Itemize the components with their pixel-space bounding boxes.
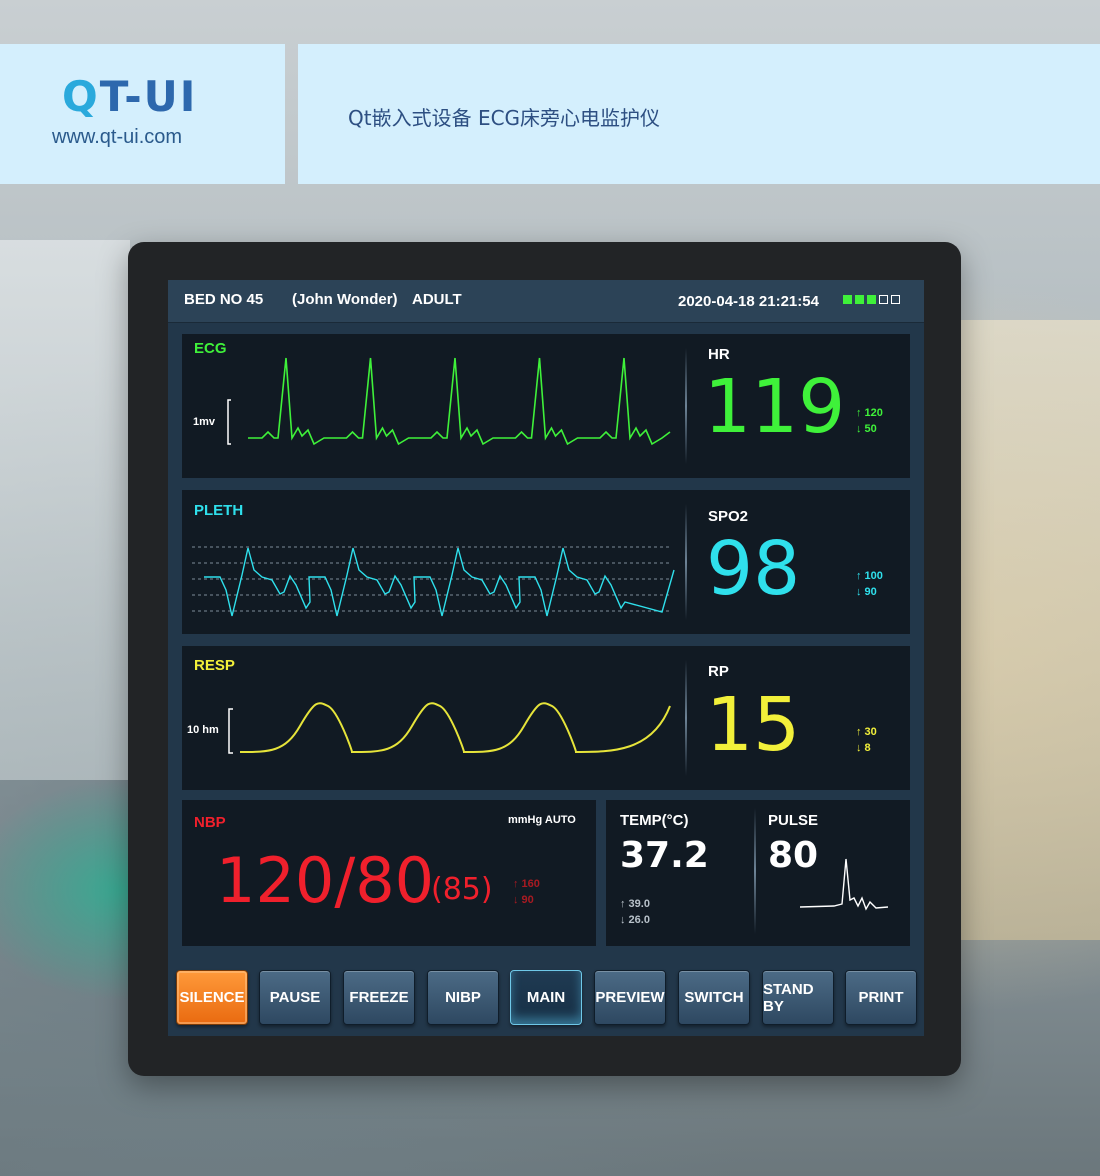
nbp-value: 120/80 bbox=[216, 844, 435, 917]
control-bar: SILENCE PAUSE FREEZE NIBP MAIN PREVIEW S… bbox=[168, 956, 924, 1036]
standby-button[interactable]: STAND BY bbox=[762, 970, 834, 1025]
datetime: 2020-04-18 21:21:54 bbox=[678, 293, 819, 310]
background-wall bbox=[0, 240, 130, 780]
resp-scale: 10 hm bbox=[187, 724, 219, 736]
nibp-button[interactable]: NIBP bbox=[427, 970, 499, 1025]
status-indicators bbox=[843, 295, 900, 304]
spo2-high-limit: ↑ 100 bbox=[856, 570, 883, 582]
pulse-wave bbox=[799, 858, 889, 911]
nbp-panel: NBP mmHg AUTO 120/80 (85) ↑ 160 ↓ 90 bbox=[182, 800, 596, 946]
preview-button[interactable]: PREVIEW bbox=[594, 970, 666, 1025]
patient-name: (John Wonder) bbox=[292, 291, 398, 308]
qt-ui-logo: QT-UI bbox=[62, 72, 198, 121]
title-panel bbox=[298, 44, 1100, 184]
ecg-panel: ECG 1mv HR 119 ↑ 120 ↓ 50 bbox=[182, 334, 910, 478]
temp-high-limit: ↑ 39.0 bbox=[620, 898, 650, 910]
hr-label: HR bbox=[708, 346, 730, 363]
switch-button[interactable]: SWITCH bbox=[678, 970, 750, 1025]
temp-low-limit: ↓ 26.0 bbox=[620, 914, 650, 926]
temp-value: 37.2 bbox=[620, 835, 709, 876]
resp-panel: RESP 10 hm RP 15 ↑ 30 ↓ 8 bbox=[182, 646, 910, 790]
rp-label: RP bbox=[708, 663, 729, 680]
nbp-label: NBP bbox=[194, 814, 226, 831]
main-button[interactable]: MAIN bbox=[510, 970, 582, 1025]
pause-button[interactable]: PAUSE bbox=[259, 970, 331, 1025]
pleth-label: PLETH bbox=[194, 502, 244, 519]
nbp-low-limit: ↓ 90 bbox=[513, 894, 534, 906]
rp-value: 15 bbox=[706, 682, 801, 768]
patient-type: ADULT bbox=[412, 291, 462, 308]
temp-label: TEMP(°C) bbox=[620, 812, 689, 829]
spo2-low-limit: ↓ 90 bbox=[856, 586, 877, 598]
resp-label: RESP bbox=[194, 657, 235, 674]
status-bar: BED NO 45 (John Wonder) ADULT 2020-04-18… bbox=[168, 280, 924, 323]
rp-low-limit: ↓ 8 bbox=[856, 742, 871, 754]
temp-pulse-panel: TEMP(°C) 37.2 ↑ 39.0 ↓ 26.0 PULSE 80 bbox=[606, 800, 910, 946]
ecg-scale: 1mv bbox=[193, 416, 216, 428]
ecg-label: ECG bbox=[194, 340, 227, 357]
print-button[interactable]: PRINT bbox=[845, 970, 917, 1025]
pleth-separator bbox=[685, 504, 687, 620]
pleth-panel: PLETH SPO2 98 ↑ 100 ↓ 90 bbox=[182, 490, 910, 634]
nbp-high-limit: ↑ 160 bbox=[513, 878, 540, 890]
pulse-label: PULSE bbox=[768, 812, 819, 829]
pulse-value: 80 bbox=[768, 835, 819, 876]
ecg-wave bbox=[227, 357, 671, 446]
pleth-wave bbox=[192, 546, 675, 617]
resp-wave bbox=[228, 702, 671, 754]
hr-high-limit: ↑ 120 bbox=[856, 407, 883, 419]
silence-button[interactable]: SILENCE bbox=[176, 970, 248, 1025]
indicator-3 bbox=[867, 295, 876, 304]
ecg-separator bbox=[685, 348, 687, 464]
rp-high-limit: ↑ 30 bbox=[856, 726, 877, 738]
bed-number: BED NO 45 bbox=[184, 291, 264, 308]
monitor-screen: BED NO 45 (John Wonder) ADULT 2020-04-18… bbox=[168, 280, 924, 1036]
indicator-5 bbox=[891, 295, 900, 304]
nbp-mean: (85) bbox=[431, 872, 493, 907]
brand-url[interactable]: www.qt-ui.com bbox=[52, 126, 183, 148]
temp-pulse-separator bbox=[754, 808, 756, 934]
spo2-value: 98 bbox=[706, 526, 801, 612]
resp-separator bbox=[685, 660, 687, 776]
page-title: Qt嵌入式设备 ECG床旁心电监护仪 bbox=[348, 106, 661, 130]
hr-value: 119 bbox=[704, 364, 846, 450]
nbp-unit: mmHg AUTO bbox=[508, 814, 576, 826]
brand-panel bbox=[0, 44, 285, 184]
spo2-label: SPO2 bbox=[708, 508, 749, 525]
indicator-2 bbox=[855, 295, 864, 304]
hr-low-limit: ↓ 50 bbox=[856, 423, 877, 435]
indicator-1 bbox=[843, 295, 852, 304]
freeze-button[interactable]: FREEZE bbox=[343, 970, 415, 1025]
indicator-4 bbox=[879, 295, 888, 304]
